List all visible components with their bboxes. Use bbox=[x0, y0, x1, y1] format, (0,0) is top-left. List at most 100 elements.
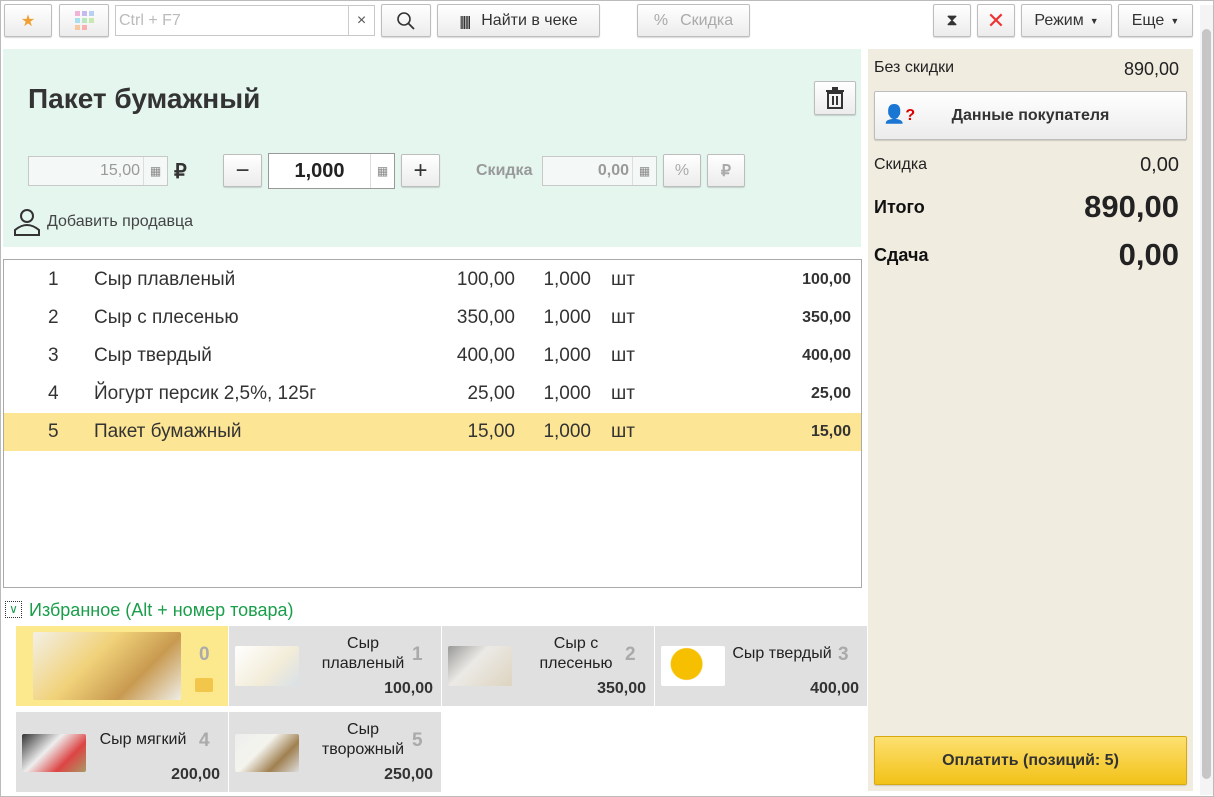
discount-label: Скидка bbox=[680, 11, 734, 29]
row-quantity: 1,000 bbox=[543, 383, 591, 404]
scrollbar[interactable] bbox=[1200, 5, 1213, 795]
hourglass-icon: ⧗ bbox=[946, 11, 958, 29]
find-in-receipt-button[interactable]: |||||| Найти в чеке bbox=[437, 4, 600, 37]
delete-button[interactable] bbox=[814, 81, 856, 115]
cancel-button[interactable]: ✕ bbox=[977, 4, 1015, 37]
plus-icon: + bbox=[413, 156, 428, 184]
decrease-quantity-button[interactable]: − bbox=[223, 154, 262, 187]
row-sum: 350,00 bbox=[802, 309, 851, 326]
tile-number: 4 bbox=[199, 730, 210, 751]
price-field[interactable]: 15,00 ▦ bbox=[28, 156, 168, 186]
row-number: 4 bbox=[48, 383, 59, 404]
favorites-star-button[interactable]: ★ bbox=[4, 4, 52, 37]
tile-number: 0 bbox=[199, 644, 210, 665]
search-input[interactable]: Ctrl + F7 × bbox=[115, 5, 375, 36]
ruble-discount-button[interactable]: ₽ bbox=[707, 154, 745, 187]
discount-button[interactable]: % Скидка bbox=[637, 4, 750, 37]
customer-unknown-icon: 👤? bbox=[883, 104, 916, 124]
table-row[interactable]: 3 Сыр твердый 400,00 1,000 шт 400,00 bbox=[4, 337, 861, 375]
collapse-chevron-icon[interactable]: ∨ bbox=[5, 601, 22, 618]
no-discount-label: Без скидки bbox=[874, 59, 955, 76]
row-number: 3 bbox=[48, 345, 59, 366]
hourglass-button[interactable]: ⧗ bbox=[933, 4, 971, 37]
price-value: 15,00 bbox=[99, 162, 140, 179]
summary-panel bbox=[868, 49, 1193, 791]
find-in-receipt-label: Найти в чеке bbox=[481, 11, 578, 29]
row-quantity: 1,000 bbox=[543, 421, 591, 442]
apps-grid-button[interactable] bbox=[59, 4, 109, 37]
favorite-tile[interactable]: 0 bbox=[16, 626, 228, 706]
customer-data-label: Данные покупателя bbox=[951, 106, 1110, 124]
favorite-tile[interactable]: Сыр мягкий 4 200,00 bbox=[16, 712, 228, 792]
percent-discount-button[interactable]: % bbox=[663, 154, 701, 187]
table-row[interactable]: 2 Сыр с плесенью 350,00 1,000 шт 350,00 bbox=[4, 299, 861, 337]
row-price: 15,00 bbox=[467, 421, 515, 442]
tile-number: 2 bbox=[625, 644, 636, 665]
row-name: Пакет бумажный bbox=[94, 421, 242, 442]
pay-label: Оплатить (позиций: 5) bbox=[942, 751, 1119, 769]
discount-label: Скидка bbox=[476, 162, 533, 179]
row-sum: 100,00 bbox=[802, 271, 851, 288]
calculator-icon[interactable]: ▦ bbox=[632, 157, 656, 185]
favorite-tile[interactable]: Сыр твердый 3 400,00 bbox=[655, 626, 867, 706]
tile-price: 100,00 bbox=[384, 680, 433, 697]
quantity-field[interactable]: 1,000 ▦ bbox=[268, 153, 395, 189]
row-sum: 15,00 bbox=[810, 423, 851, 440]
star-icon: ★ bbox=[20, 12, 36, 30]
more-label: Еще bbox=[1131, 11, 1165, 29]
dropdown-icon: ▼ bbox=[1170, 15, 1180, 26]
more-menu-button[interactable]: Еще ▼ bbox=[1118, 4, 1193, 37]
quantity-value: 1,000 bbox=[294, 159, 345, 182]
mode-menu-button[interactable]: Режим ▼ bbox=[1021, 4, 1112, 37]
favorite-tile[interactable]: Сыр с плесенью 2 350,00 bbox=[442, 626, 654, 706]
person-icon bbox=[14, 209, 40, 236]
calculator-icon[interactable]: ▦ bbox=[370, 154, 394, 188]
table-row[interactable]: 5 Пакет бумажный 15,00 1,000 шт 15,00 bbox=[4, 413, 861, 451]
increase-quantity-button[interactable]: + bbox=[401, 154, 440, 187]
favorite-tile[interactable]: Сыр плавленый 1 100,00 bbox=[229, 626, 441, 706]
favorite-tile[interactable]: Сыр творожный 5 250,00 bbox=[229, 712, 441, 792]
add-seller-label: Добавить продавца bbox=[47, 213, 194, 230]
row-name: Сыр плавленый bbox=[94, 269, 236, 290]
row-price: 350,00 bbox=[456, 307, 515, 328]
change-label: Сдача bbox=[874, 245, 929, 265]
tile-name: Сыр мягкий bbox=[99, 731, 187, 748]
total-value: 890,00 bbox=[1084, 189, 1179, 224]
percent-icon: % bbox=[653, 11, 669, 29]
close-icon: ✕ bbox=[986, 7, 1006, 33]
receipt-table: 1 Сыр плавленый 100,00 1,000 шт 100,00 2 … bbox=[3, 259, 862, 588]
tile-name: Сыр с плесенью bbox=[539, 635, 613, 672]
favorites-title[interactable]: Избранное (Alt + номер товара) bbox=[29, 600, 294, 620]
discount-field[interactable]: 0,00 ▦ bbox=[542, 156, 657, 186]
table-row[interactable]: 4 Йогурт персик 2,5%, 125г 25,00 1,000 ш… bbox=[4, 375, 861, 413]
add-seller-link[interactable]: Добавить продавца bbox=[13, 208, 193, 236]
row-unit: шт bbox=[611, 269, 635, 290]
tile-price: 350,00 bbox=[597, 680, 646, 697]
pay-button[interactable]: Оплатить (позиций: 5) bbox=[874, 736, 1187, 785]
customer-data-button[interactable]: 👤? Данные покупателя bbox=[874, 91, 1187, 140]
percent-icon: % bbox=[674, 161, 690, 179]
row-price: 100,00 bbox=[456, 269, 515, 290]
search-button[interactable] bbox=[381, 4, 431, 37]
row-unit: шт bbox=[611, 421, 635, 442]
row-quantity: 1,000 bbox=[543, 345, 591, 366]
tile-number: 3 bbox=[838, 644, 849, 665]
tile-name: Сыр творожный bbox=[321, 721, 405, 758]
folder-up-icon[interactable] bbox=[195, 678, 213, 692]
item-title: Пакет бумажный bbox=[28, 83, 261, 114]
row-sum: 400,00 bbox=[802, 347, 851, 364]
row-number: 2 bbox=[48, 307, 59, 328]
calculator-icon[interactable]: ▦ bbox=[143, 157, 167, 185]
clear-icon[interactable]: × bbox=[348, 6, 374, 35]
row-unit: шт bbox=[611, 383, 635, 404]
current-item-panel bbox=[3, 49, 861, 247]
product-image bbox=[235, 646, 299, 686]
table-row[interactable]: 1 Сыр плавленый 100,00 1,000 шт 100,00 bbox=[4, 261, 861, 299]
scrollbar-thumb[interactable] bbox=[1202, 29, 1211, 779]
trash-icon bbox=[826, 87, 844, 109]
discount-value: 0,00 bbox=[597, 162, 629, 179]
tile-price: 200,00 bbox=[171, 766, 220, 783]
product-image bbox=[33, 632, 181, 700]
no-discount-value: 890,00 bbox=[1123, 59, 1179, 79]
tile-number: 1 bbox=[412, 644, 423, 665]
